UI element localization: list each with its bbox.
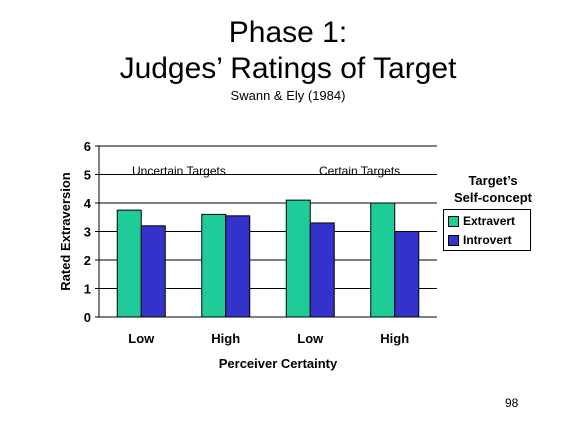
bar-introvert-2: [309, 222, 335, 318]
slide-title-line-2: Judges’ Ratings of Target: [119, 52, 457, 85]
y-tick-label: 0: [84, 310, 91, 325]
bar-extravert-1: [201, 213, 227, 318]
page-number: 98: [505, 396, 519, 410]
x-tick-label: Low: [128, 331, 155, 346]
y-tick-label: 5: [84, 168, 91, 183]
bars: [116, 199, 420, 318]
slide-subtitle: Swann & Ely (1984): [230, 88, 346, 103]
legend-title-line-2: Self-concept: [453, 190, 532, 205]
y-tick-label: 6: [84, 139, 91, 154]
axes: [95, 145, 437, 318]
y-axis-title: Rated Extraversion: [58, 172, 73, 291]
y-tick-label: 2: [84, 253, 91, 268]
x-tick-label: High: [211, 331, 240, 346]
bar-extravert-0: [116, 209, 142, 318]
legend: Extravert Introvert: [443, 209, 531, 251]
annotation-certain-targets: Certain Targets: [319, 164, 400, 178]
bar-introvert-0: [140, 225, 166, 318]
y-tick-label: 4: [84, 196, 92, 211]
y-tick-label: 1: [84, 282, 91, 297]
x-tick-label: Low: [297, 331, 324, 346]
legend-label-introvert: Introvert: [463, 233, 512, 247]
x-tick-label: High: [380, 331, 409, 346]
slide-title-line-1: Phase 1:: [228, 16, 348, 49]
legend-label-extravert: Extravert: [463, 214, 516, 228]
x-axis-title: Perceiver Certainty: [219, 356, 338, 371]
legend-item-introvert: Introvert: [448, 232, 512, 248]
legend-swatch-introvert: [448, 234, 459, 246]
legend-item-extravert: Extravert: [448, 213, 515, 229]
bar-extravert-3: [370, 202, 396, 318]
legend-title-line-1: Target’s: [468, 173, 518, 188]
axis-labels: 0 1 2 3 4 5 6 Low High Low High Perceiver Certainty…: [58, 139, 409, 371]
bar-introvert-1: [225, 215, 251, 318]
legend-title: Target’s Self-concept: [440, 172, 546, 206]
y-tick-label: 3: [84, 225, 91, 240]
bar-extravert-2: [285, 199, 311, 318]
bar-introvert-3: [394, 231, 420, 318]
legend-swatch-extravert: [448, 215, 459, 227]
annotation-uncertain-targets: Uncertain Targets: [132, 164, 226, 178]
